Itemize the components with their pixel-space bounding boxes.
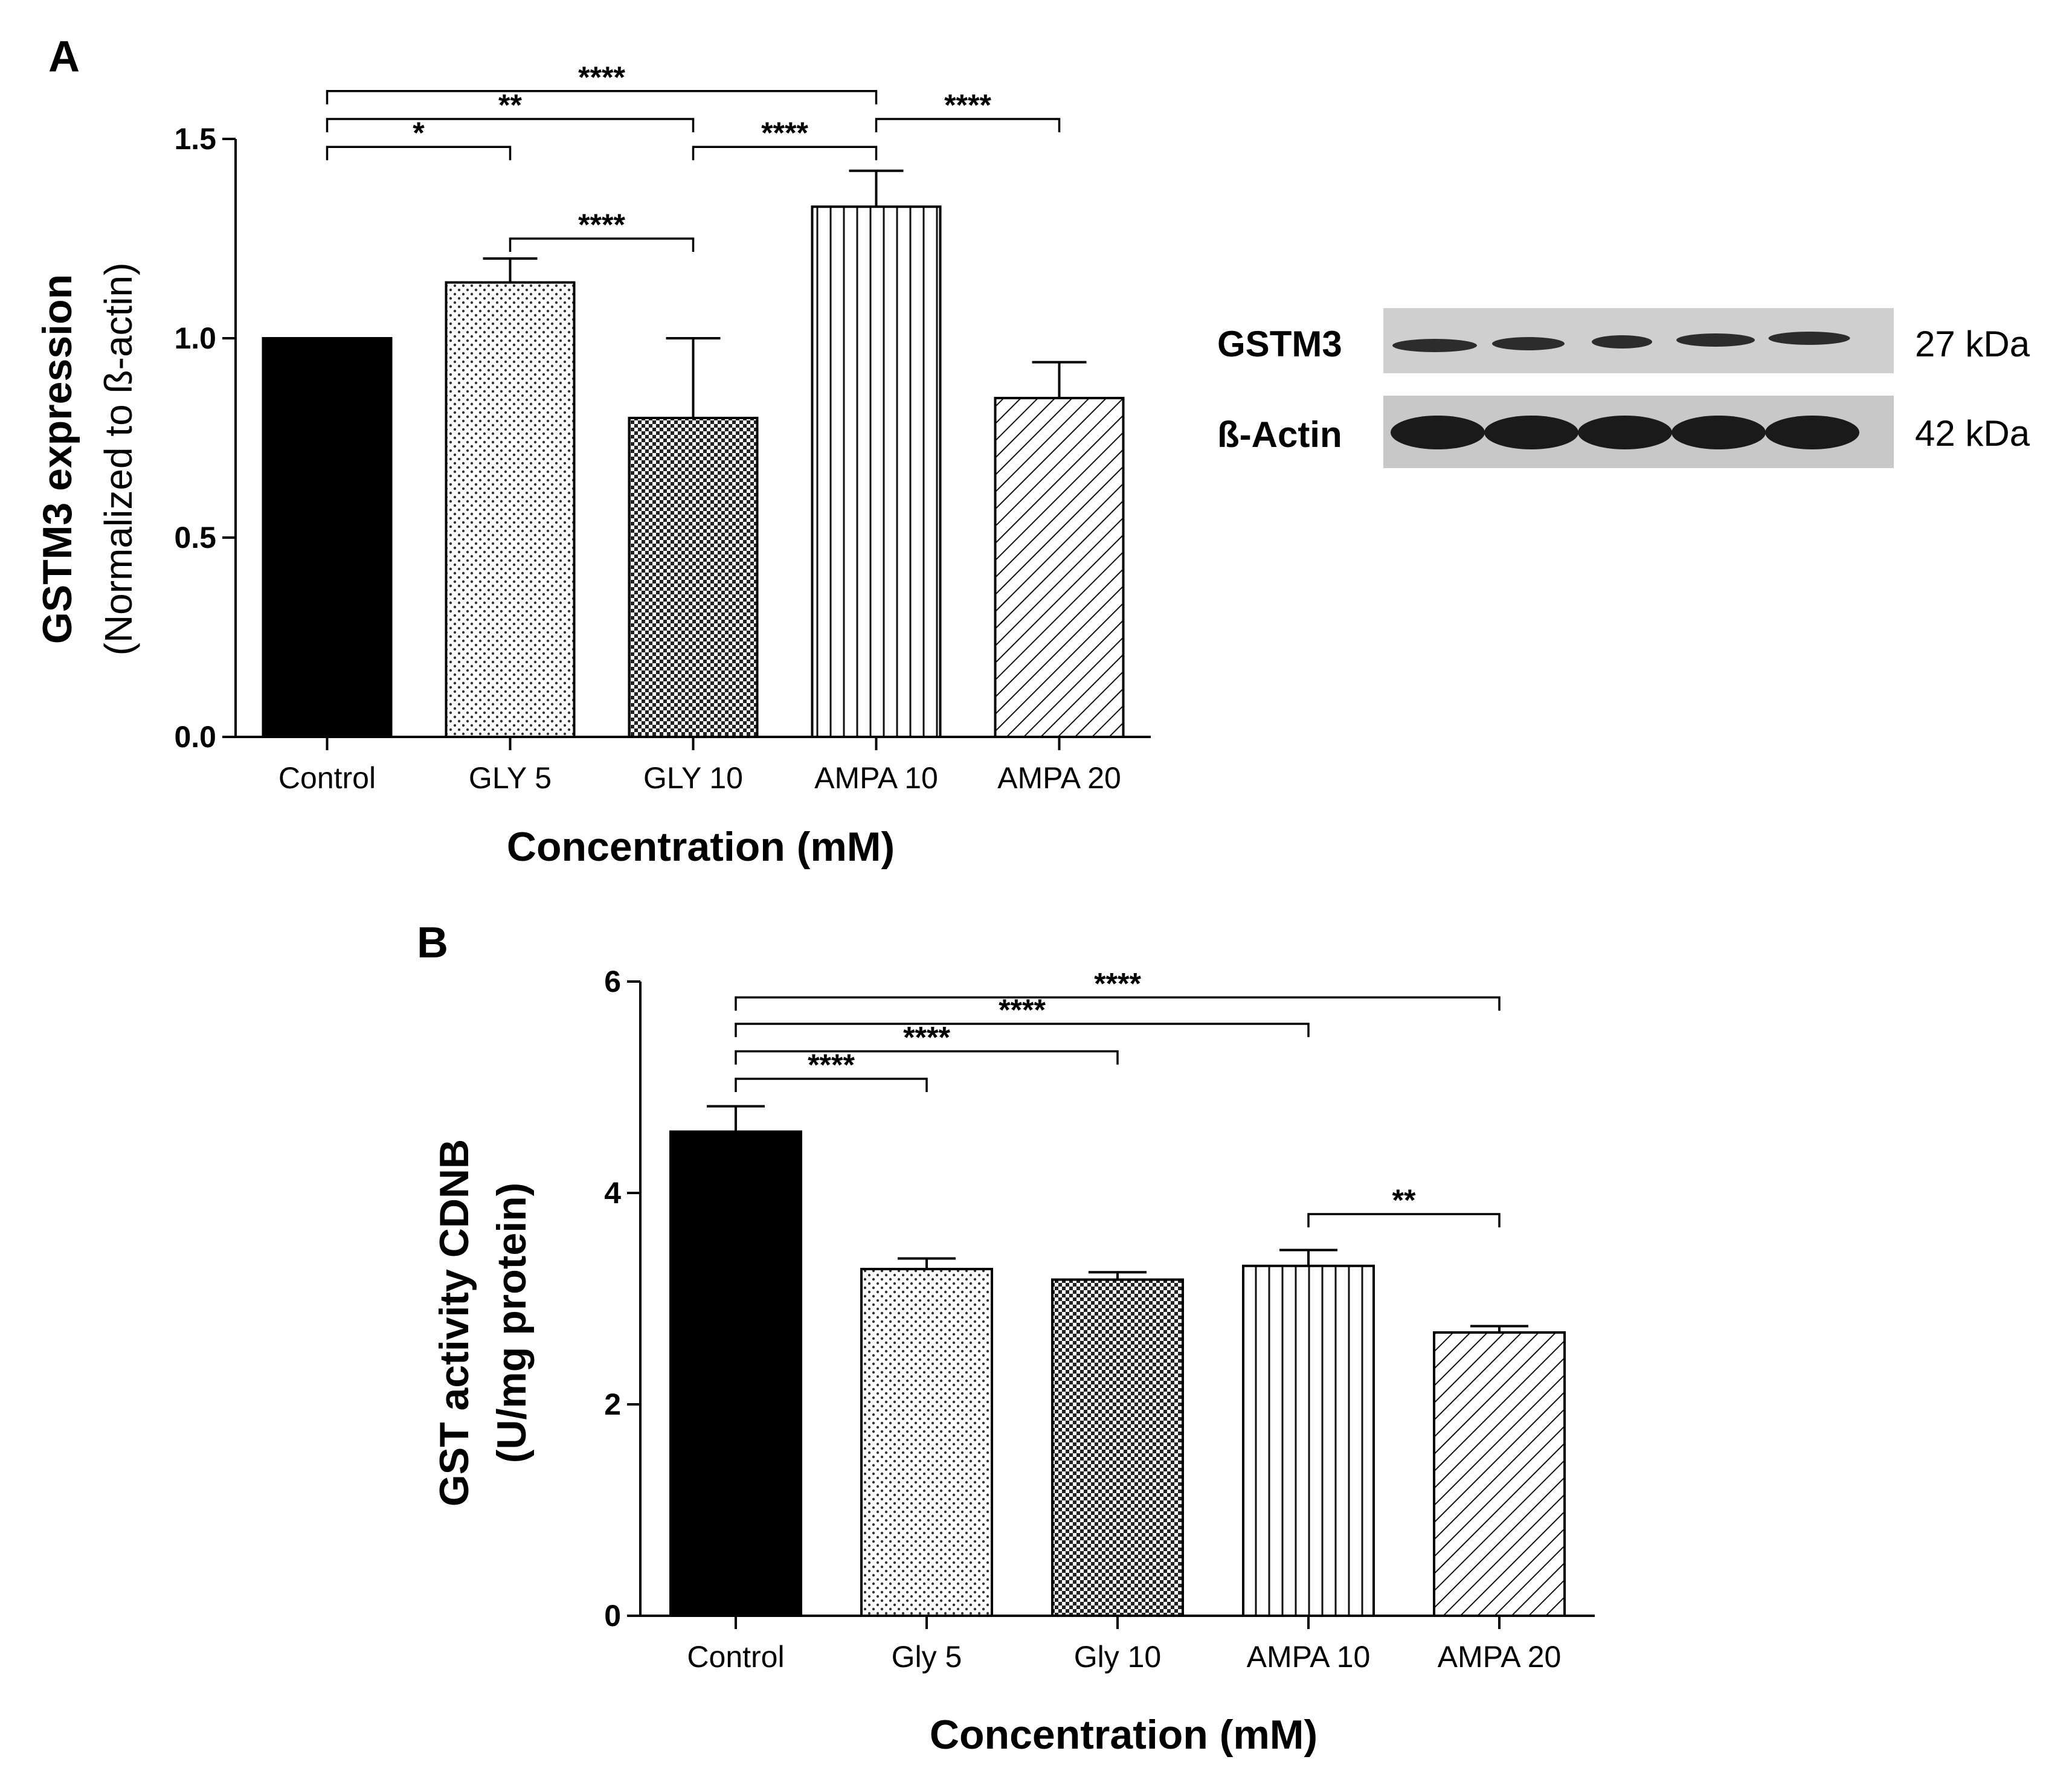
x-tick-label: GLY 5: [469, 761, 552, 795]
x-tick-label: GLY 10: [643, 761, 743, 795]
significance-bracket: [326, 90, 878, 104]
blot-label-actin: ß-Actin: [1217, 414, 1342, 455]
significance-label: ****: [578, 60, 625, 94]
bar-gly-10: [1051, 1278, 1184, 1617]
x-tick-label: Control: [278, 761, 376, 795]
actin-band: [1391, 416, 1485, 449]
gstm3-band: [1492, 337, 1565, 350]
bar-ampa-20: [1433, 1331, 1566, 1617]
bar-ampa-10: [1242, 1264, 1375, 1617]
significance-label: **: [498, 88, 522, 122]
chart-a-ylabel-sub: (Normalized to ß-actin): [97, 263, 140, 656]
bar-gly-5: [860, 1268, 993, 1617]
significance-bracket: [735, 1023, 1310, 1037]
significance-label: ****: [903, 1021, 950, 1055]
significance-bracket: [875, 118, 1061, 132]
actin-band: [1765, 416, 1859, 449]
actin-band: [1671, 416, 1766, 449]
panel-b-letter: B: [417, 919, 448, 967]
significance-bracket: [735, 1050, 1119, 1065]
x-tick-label: AMPA 20: [1438, 1640, 1562, 1674]
y-tick-label: 0.0: [174, 720, 216, 754]
significance-bracket: [326, 118, 695, 132]
significance-label: *: [413, 116, 425, 150]
x-tick-label: Gly 5: [892, 1640, 962, 1674]
chart-b-xlabel: Concentration (mM): [930, 1712, 1318, 1758]
chart-b-ylabel-sub: (U/mg protein): [489, 1183, 535, 1464]
significance-bracket: [326, 146, 512, 161]
significance-bracket: [1307, 1213, 1501, 1227]
y-tick-label: 0: [604, 1599, 621, 1633]
significance-label: ****: [761, 116, 808, 150]
significance-bracket: [692, 146, 878, 161]
gstm3-band: [1676, 333, 1755, 347]
y-tick-label: 0.5: [174, 521, 216, 554]
actin-band: [1578, 416, 1672, 449]
y-tick-label: 4: [604, 1176, 621, 1210]
significance-label: ****: [578, 208, 625, 242]
significance-label: ****: [808, 1048, 855, 1082]
significance-bracket: [509, 237, 695, 252]
chart-a-xlabel: Concentration (mM): [507, 824, 895, 870]
significance-label: ****: [944, 88, 991, 122]
y-tick-label: 2: [604, 1387, 621, 1421]
y-tick-label: 1.0: [174, 321, 216, 355]
significance-label: **: [1392, 1183, 1416, 1217]
bar-ampa-20: [994, 397, 1125, 738]
western-blot: GSTM3 ß-Actin 27 kDa 42 kDa: [1217, 308, 2030, 468]
panel-a-letter: A: [48, 33, 80, 81]
blot-label-gstm3: GSTM3: [1217, 324, 1342, 364]
gstm3-band: [1592, 335, 1652, 349]
bar-control: [669, 1130, 802, 1617]
blot-size-gstm3: 27 kDa: [1915, 324, 2030, 364]
significance-label: ****: [1094, 966, 1141, 1000]
x-tick-label: Gly 10: [1074, 1640, 1162, 1674]
blot-size-actin: 42 kDa: [1915, 413, 2030, 454]
y-tick-label: 6: [604, 965, 621, 998]
significance-bracket: [735, 1078, 928, 1092]
x-tick-label: Control: [687, 1640, 784, 1674]
chart-b-ylabel: GST activity CDNB: [431, 1139, 477, 1506]
x-tick-label: AMPA 10: [1247, 1640, 1371, 1674]
significance-bracket: [735, 996, 1501, 1011]
chart-a-ylabel: GSTM3 expression: [34, 274, 80, 644]
bar-gly-5: [445, 281, 576, 739]
chart-a: 0.0 0.5 1.0 1.5 Control GLY 5 GLY 10 AMPA 10 AMP…: [174, 60, 1151, 795]
bar-control: [262, 337, 393, 738]
gstm3-band: [1392, 339, 1477, 352]
gstm3-band: [1768, 332, 1850, 345]
significance-label: ****: [999, 993, 1046, 1027]
x-tick-label: AMPA 20: [997, 761, 1121, 795]
bar-ampa-10: [811, 205, 942, 738]
x-tick-label: AMPA 10: [814, 761, 938, 795]
bar-gly-10: [628, 417, 759, 738]
y-tick-label: 1.5: [174, 122, 216, 156]
actin-band: [1484, 416, 1578, 449]
